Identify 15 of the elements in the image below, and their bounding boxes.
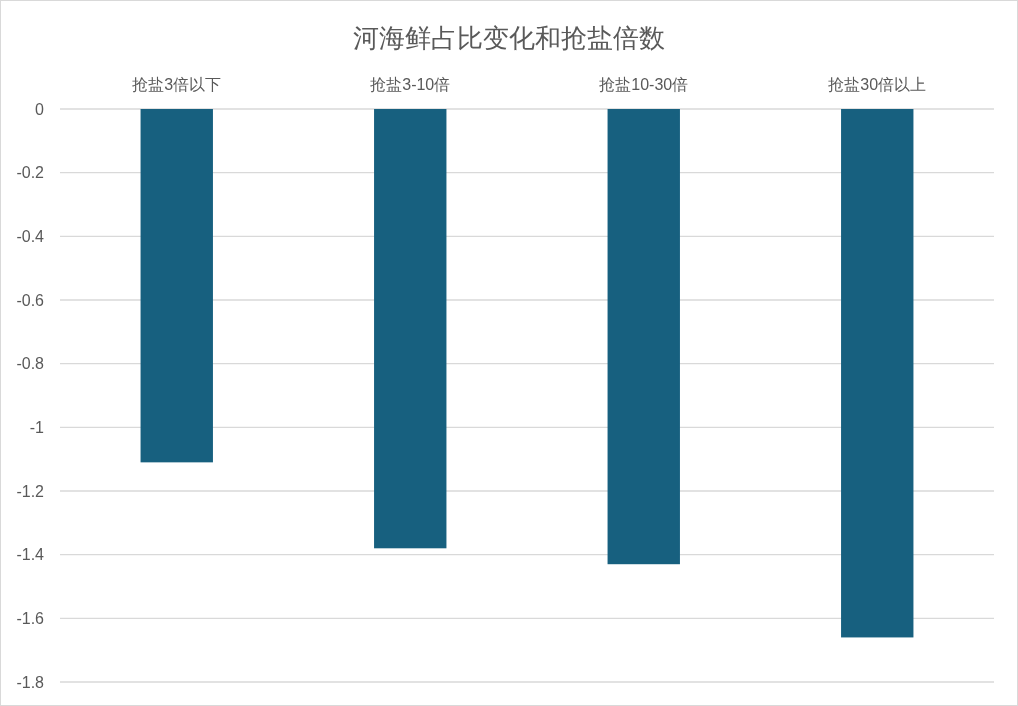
- x-tick-label: 抢盐30倍以上: [828, 76, 927, 93]
- y-tick-label: -0.6: [16, 291, 45, 309]
- y-tick-label: -0.2: [16, 164, 45, 182]
- y-tick-label: -1.4: [16, 546, 45, 564]
- y-tick-label: -1.8: [16, 673, 45, 691]
- x-tick-label: 抢盐3-10倍: [370, 76, 451, 93]
- y-tick-label: -1: [29, 418, 45, 436]
- y-tick-label: -0.8: [16, 355, 45, 373]
- y-tick-label: -1.6: [16, 609, 45, 627]
- chart-title: 河海鲜占比变化和抢盐倍数: [353, 23, 665, 53]
- y-tick-label: -1.2: [16, 482, 45, 500]
- x-tick-label: 抢盐10-30倍: [599, 76, 689, 93]
- y-tick-label: -0.4: [16, 227, 45, 245]
- y-tick-label: 0: [35, 100, 45, 118]
- x-tick-label: 抢盐3倍以下: [132, 76, 222, 93]
